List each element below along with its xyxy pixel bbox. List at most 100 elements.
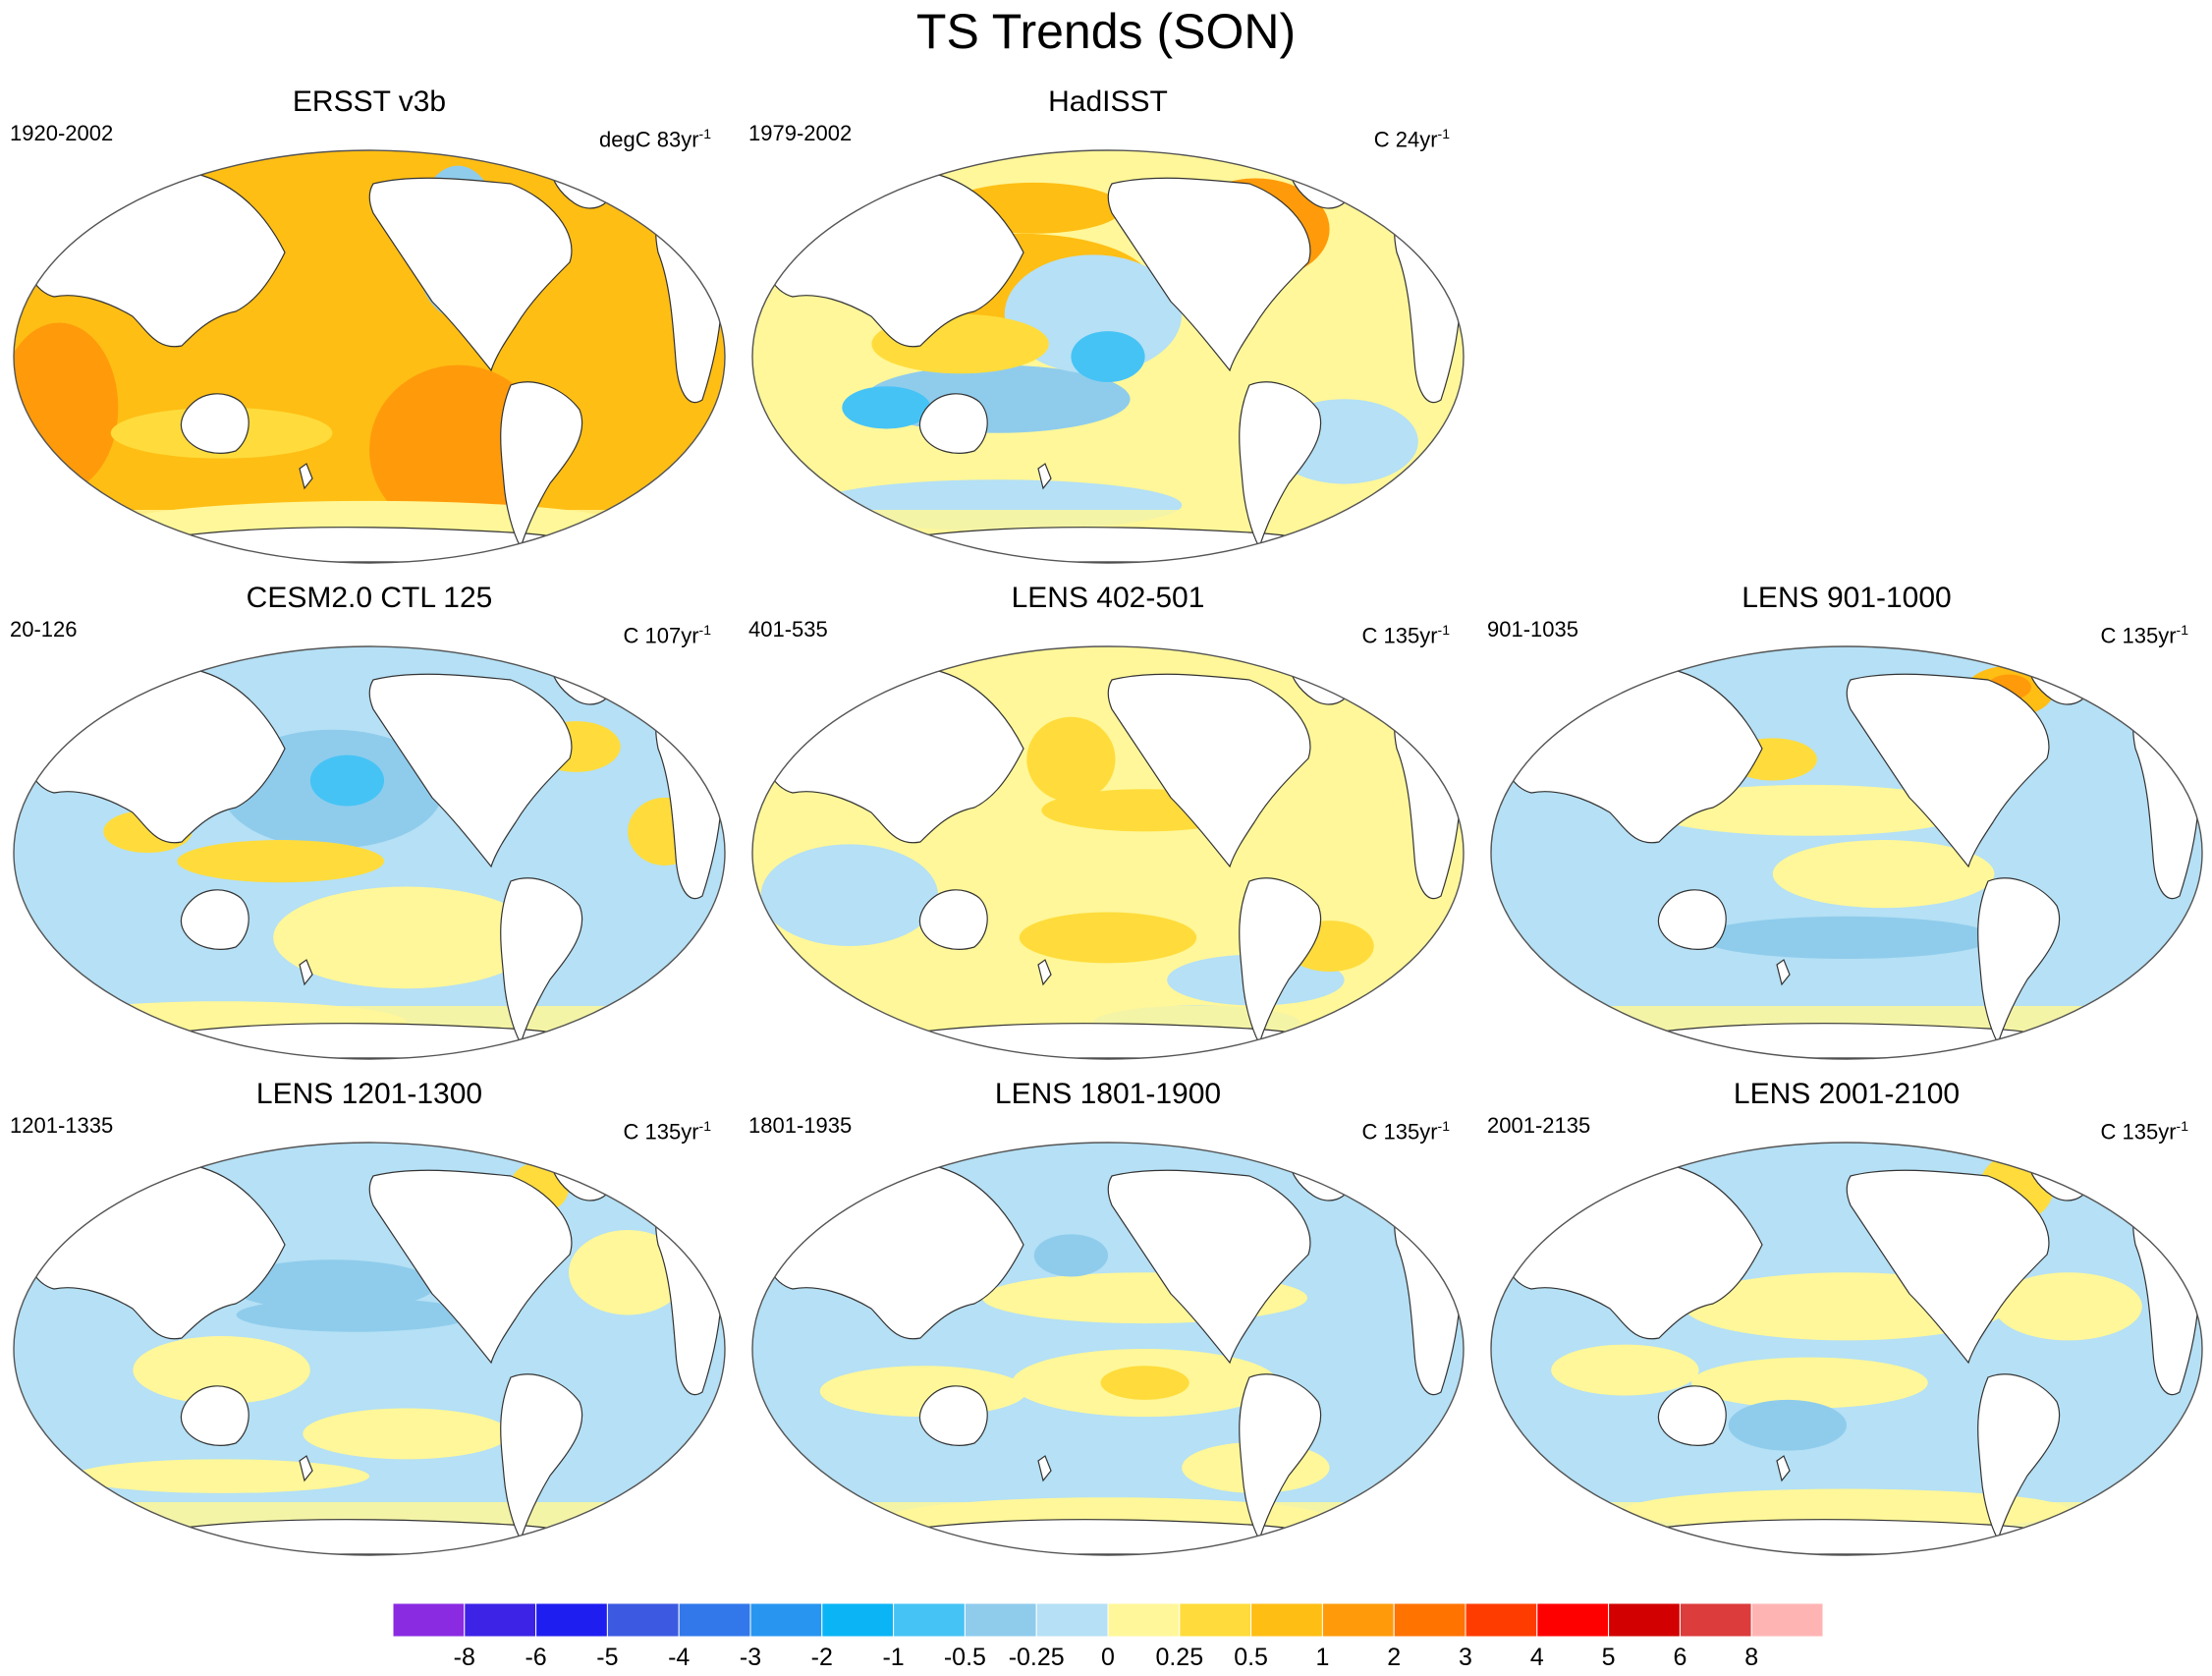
ocean-field <box>14 1143 725 1555</box>
colorbar-swatch <box>392 1602 466 1638</box>
panel-hadisst: HadISST 1979-2002 C 24yr-1 <box>739 85 1477 571</box>
colorbar-label: -8 <box>453 1644 475 1671</box>
trend-region <box>1691 1357 1928 1409</box>
colorbar-swatch <box>1393 1602 1466 1638</box>
panel-title: LENS 1801-1900 <box>994 1078 1222 1110</box>
panel-period: 2001-2135 <box>1487 1113 1591 1138</box>
panel-units: C 24yr-1 <box>1373 126 1450 152</box>
landmass <box>1776 959 1791 986</box>
colorbar-label: 5 <box>1601 1644 1616 1671</box>
landmass <box>1239 381 1322 549</box>
colorbar-label: 4 <box>1529 1644 1544 1671</box>
colorbar-label: 6 <box>1673 1644 1687 1671</box>
world-map <box>751 1142 1465 1556</box>
panel-title: HadISST <box>1048 85 1168 118</box>
panel-title: LENS 901-1000 <box>1742 582 1952 614</box>
panel-period: 1201-1335 <box>10 1113 114 1138</box>
trend-region <box>236 1298 473 1332</box>
colorbar-swatch <box>749 1602 823 1638</box>
colorbar-swatch <box>535 1602 608 1638</box>
ocean-field <box>752 1143 1464 1555</box>
world-map <box>13 149 726 564</box>
landmass <box>1776 1455 1791 1482</box>
colorbar-swatch <box>1608 1602 1681 1638</box>
panel-units: C 135yr-1 <box>1361 622 1451 648</box>
colorbar-label: -6 <box>525 1644 547 1671</box>
panel-lens-2001: LENS 2001-2100 2001-2135 C 135yr-1 <box>1477 1078 2212 1563</box>
colorbar-label: 8 <box>1744 1644 1759 1671</box>
colorbar-label: 0.5 <box>1234 1644 1268 1671</box>
panel-period: 20-126 <box>10 617 78 642</box>
landmass <box>1107 673 1311 868</box>
colorbar-swatch <box>893 1602 966 1638</box>
landmass <box>1846 1169 2050 1365</box>
landmass <box>1657 889 1727 950</box>
landmass <box>1977 1373 2061 1541</box>
trend-field <box>752 1143 1464 1555</box>
map-boundary <box>13 149 726 564</box>
panel-period: 1801-1935 <box>748 1113 853 1138</box>
colorbar-swatch <box>1035 1602 1109 1638</box>
trend-region <box>1551 1344 1699 1396</box>
colorbar <box>392 1602 1824 1638</box>
landmass <box>918 1385 988 1446</box>
panel-units: C 135yr-1 <box>2100 622 2189 648</box>
trend-region <box>569 1230 688 1315</box>
panel-lens-402: LENS 402-501 401-535 C 135yr-1 <box>739 582 1477 1067</box>
trend-region <box>369 364 547 535</box>
trend-region <box>1019 912 1197 964</box>
panel-period: 901-1035 <box>1487 617 1578 642</box>
trend-region <box>14 322 119 493</box>
trend-field <box>752 646 1464 1059</box>
map-boundary <box>1490 1142 2203 1556</box>
colorbar-swatch <box>464 1602 537 1638</box>
landmass <box>368 1169 573 1365</box>
trend-field <box>752 150 1464 563</box>
landmass <box>1657 1385 1727 1446</box>
panel-title: CESM2.0 CTL 125 <box>246 582 493 614</box>
colorbar-label: -1 <box>882 1644 905 1671</box>
panel-period: 1920-2002 <box>10 121 114 145</box>
trend-region <box>1728 1399 1847 1451</box>
colorbar-swatch <box>1536 1602 1610 1638</box>
trend-region <box>309 754 385 807</box>
trend-field <box>14 1143 725 1555</box>
panel-lens-901: LENS 901-1000 901-1035 C 135yr-1 <box>1477 582 2212 1067</box>
panel-units: C 135yr-1 <box>623 1118 712 1145</box>
trend-region <box>1698 916 1995 959</box>
trend-region <box>1772 840 1995 909</box>
trend-region <box>1033 1234 1108 1277</box>
map-boundary <box>751 1142 1465 1556</box>
world-map <box>751 645 1465 1060</box>
colorbar-label: 2 <box>1387 1644 1402 1671</box>
panel-ersst: ERSST v3b 1920-2002 degC 83yr-1 <box>0 85 739 571</box>
colorbar-label: -2 <box>810 1644 833 1671</box>
colorbar-swatch <box>1750 1602 1824 1638</box>
trend-field <box>14 150 725 563</box>
landmass <box>299 463 313 490</box>
landmass <box>500 1373 583 1541</box>
landmass <box>918 393 988 454</box>
panel-units: C 107yr-1 <box>623 622 712 648</box>
landmass <box>918 889 988 950</box>
landmass <box>368 673 573 868</box>
colorbar-swatch <box>1321 1602 1395 1638</box>
landmass <box>1107 177 1311 372</box>
landmass <box>1107 1169 1311 1365</box>
panel-title: LENS 1201-1300 <box>255 1078 483 1110</box>
colorbar-swatch <box>1679 1602 1752 1638</box>
panel-lens-1201: LENS 1201-1300 1201-1335 C 135yr-1 <box>0 1078 739 1563</box>
colorbar-label: 0.25 <box>1155 1644 1204 1671</box>
landmass <box>299 959 313 986</box>
colorbar-swatch <box>1107 1602 1181 1638</box>
trend-region <box>1100 1366 1189 1400</box>
world-map <box>13 1142 726 1556</box>
panel-title: ERSST v3b <box>292 85 447 118</box>
map-boundary <box>751 149 1465 564</box>
trend-region <box>229 1259 436 1312</box>
landmass <box>500 381 583 549</box>
landmass <box>1037 1455 1052 1482</box>
landmass <box>180 1385 249 1446</box>
landmass <box>1977 877 2061 1045</box>
colorbar-swatch <box>1250 1602 1323 1638</box>
